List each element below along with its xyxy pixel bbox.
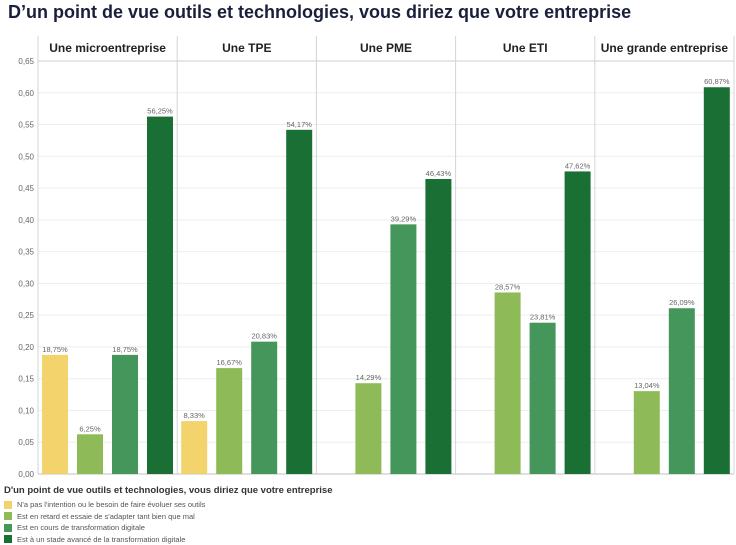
- panel-header-label: Une TPE: [222, 41, 271, 55]
- bar: [704, 87, 730, 474]
- legend-label: Est en retard et essaie de s'adapter tan…: [17, 512, 195, 521]
- bar: [669, 308, 695, 474]
- data-label: 16,67%: [216, 358, 242, 367]
- bar: [390, 224, 416, 474]
- bar: [251, 342, 277, 474]
- legend-swatch: [4, 512, 12, 520]
- bar: [565, 171, 591, 474]
- bar: [355, 383, 381, 474]
- data-label: 26,09%: [669, 298, 695, 307]
- panel-header-label: Une ETI: [503, 41, 548, 55]
- bar: [495, 292, 521, 474]
- panel-header-label: Une grande entreprise: [601, 41, 729, 55]
- data-label: 46,43%: [426, 169, 452, 178]
- data-label: 20,83%: [251, 332, 277, 341]
- data-label: 60,87%: [704, 77, 730, 86]
- data-label: 18,75%: [112, 345, 138, 354]
- data-label: 47,62%: [565, 161, 591, 170]
- legend-swatch: [4, 501, 12, 509]
- data-label: 8,33%: [184, 411, 206, 420]
- y-tick-label: 0,10: [18, 406, 34, 415]
- bar: [216, 368, 242, 474]
- y-tick-label: 0,00: [18, 470, 34, 479]
- data-label: 54,17%: [286, 120, 312, 129]
- panel-header-label: Une PME: [360, 41, 412, 55]
- y-tick-label: 0,15: [18, 375, 34, 384]
- bar: [42, 355, 68, 474]
- bar-chart: 0,00 0,05 0,10 0,15 0,20 0,25 0,30 0,35 0,40 0,45…: [0, 34, 736, 480]
- legend-swatch: [4, 524, 12, 532]
- bar: [147, 117, 173, 474]
- y-tick-label: 0,50: [18, 152, 34, 161]
- legend: D'un point de vue outils et technologies…: [4, 485, 732, 545]
- bar: [634, 391, 660, 474]
- data-label: 6,25%: [79, 424, 101, 433]
- data-label: 56,25%: [147, 107, 173, 116]
- bar: [181, 421, 207, 474]
- y-tick-label: 0,25: [18, 311, 34, 320]
- y-tick-label: 0,20: [18, 343, 34, 352]
- data-label: 18,75%: [42, 345, 68, 354]
- y-tick-label: 0,35: [18, 248, 34, 257]
- data-label: 39,29%: [391, 214, 417, 223]
- legend-item[interactable]: N'a pas l'intention ou le besoin de fair…: [4, 499, 732, 511]
- bar: [425, 179, 451, 474]
- bar: [112, 355, 138, 474]
- legend-label: N'a pas l'intention ou le besoin de fair…: [17, 500, 205, 509]
- y-tick-label: 0,55: [18, 121, 34, 130]
- y-tick-label: 0,05: [18, 438, 34, 447]
- legend-swatch: [4, 535, 12, 543]
- legend-title: D'un point de vue outils et technologies…: [4, 485, 732, 496]
- legend-item[interactable]: Est en cours de transformation digitale: [4, 522, 732, 534]
- y-tick-label: 0,60: [18, 89, 34, 98]
- chart-title: D’un point de vue outils et technologies…: [8, 2, 736, 23]
- data-label: 23,81%: [530, 313, 556, 322]
- y-tick-label: 0,65: [18, 57, 34, 66]
- data-label: 13,04%: [634, 381, 660, 390]
- legend-item[interactable]: Est en retard et essaie de s'adapter tan…: [4, 511, 732, 523]
- legend-label: Est en cours de transformation digitale: [17, 523, 145, 532]
- bar: [530, 323, 556, 474]
- y-tick-label: 0,30: [18, 279, 34, 288]
- y-tick-label: 0,40: [18, 216, 34, 225]
- data-label: 14,29%: [356, 373, 382, 382]
- bar: [286, 130, 312, 474]
- bar: [77, 434, 103, 474]
- legend-item[interactable]: Est à un stade avancé de la transformati…: [4, 534, 732, 545]
- panel-header-label: Une microentreprise: [49, 41, 166, 55]
- legend-label: Est à un stade avancé de la transformati…: [17, 535, 185, 544]
- y-tick-label: 0,45: [18, 184, 34, 193]
- data-label: 28,57%: [495, 282, 521, 291]
